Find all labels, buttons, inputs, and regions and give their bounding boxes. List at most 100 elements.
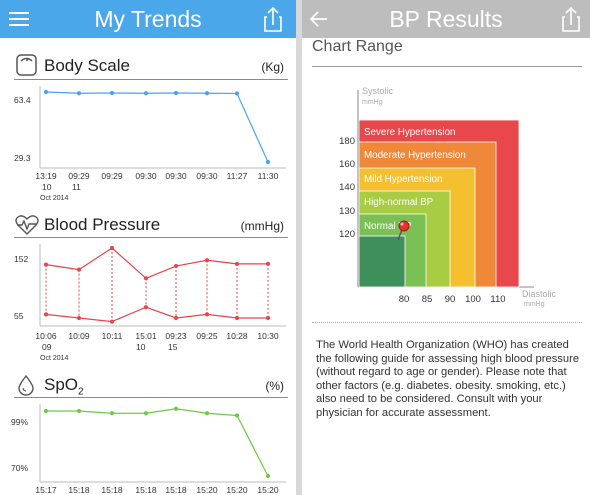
blood-pressure-point [143, 276, 149, 281]
body-scale-point [265, 159, 271, 165]
body-scale-time-label: 11:27 [227, 171, 248, 181]
blood-pressure-segment [206, 313, 238, 319]
body-scale-time-label: 09:29 [68, 171, 90, 181]
spo2-chart: 99% 70% 15:17 15:18 15:18 15:18 15:18 15:20 15… [11, 404, 286, 495]
spo2-segment [206, 412, 238, 417]
spo2-time-label: 15:20 [226, 485, 248, 495]
divider [312, 322, 582, 323]
body-scale-month-label: Oct 2014 [40, 195, 69, 202]
spo2-segment [236, 415, 269, 477]
spo2-unit: (%) [265, 379, 284, 393]
blood-pressure-point [43, 262, 49, 267]
page-title: My Trends [94, 6, 202, 32]
blood-pressure-point [265, 315, 271, 321]
spo2-point [173, 406, 179, 411]
blood-pressure-time-label: 10:06 [35, 331, 57, 341]
bp-zone-label: Severe Hypertension [364, 127, 456, 138]
divider [14, 237, 288, 238]
spo2-time-label: 15:18 [135, 485, 157, 495]
blood-pressure-point [173, 263, 179, 269]
section-title-body-scale: Body Scale [44, 56, 130, 75]
blood-pressure-point [76, 315, 82, 321]
divider [312, 66, 582, 67]
share-icon[interactable] [556, 4, 586, 34]
body-scale-chart: 63.4 29.3 13:19 09:29 09:29 09:30 09:30 09:30… [14, 86, 286, 202]
blood-pressure-time-label: 09:25 [196, 331, 218, 341]
my-trends-screen: My Trends Body Scale (Kg) 63.4 29.3 13:1… [0, 0, 296, 495]
body-scale-segment [45, 91, 80, 94]
body-scale-time-label: 09:30 [135, 171, 157, 181]
spo2-y-min-label: 70% [11, 463, 28, 473]
bp-zone-label: Moderate Hypertension [364, 150, 466, 161]
bp-range-chart: Systolic mmHg Diastolic mmHg Severe Hype… [339, 86, 556, 308]
spo2-point [109, 411, 115, 416]
body-scale-time-label: 09:30 [165, 171, 187, 181]
body-scale-point [109, 90, 115, 96]
spo2-point [204, 411, 210, 416]
my-trends-navbar: My Trends [0, 0, 296, 38]
body-scale-point [234, 91, 240, 96]
y-axis-label: Systolic [362, 86, 394, 96]
section-title-spo2: SpO2 [44, 375, 84, 397]
x-tick-label: 80 [399, 294, 410, 305]
y-tick-label: 130 [339, 206, 355, 217]
blood-pressure-unit: (mmHg) [240, 219, 284, 233]
blood-pressure-point [204, 312, 210, 317]
spo2-time-label: 15:18 [165, 485, 187, 495]
blood-pressure-time-label: 15:01 [135, 331, 157, 341]
spo2-time-label: 15:18 [101, 485, 123, 495]
y-tick-label: 120 [339, 229, 355, 240]
chart-range-heading: Chart Range [312, 38, 403, 55]
x-tick-label: 110 [490, 294, 505, 305]
menu-icon[interactable] [6, 4, 36, 34]
x-tick-label: 100 [465, 294, 481, 305]
blood-pressure-segment [78, 247, 113, 271]
bp-results-screen: BP Results Chart Range Systolic mmHg Dia… [302, 0, 590, 495]
share-icon[interactable] [258, 4, 288, 34]
blood-pressure-segment [145, 265, 177, 279]
back-arrow-icon[interactable] [304, 4, 334, 34]
blood-pressure-point [109, 245, 115, 251]
spo2-segment [175, 408, 208, 414]
y-tick-label: 140 [339, 182, 355, 193]
body-scale-day-label: 11 [72, 182, 81, 192]
blood-pressure-y-max-label: 152 [14, 254, 28, 264]
x-tick-label: 85 [422, 294, 433, 305]
x-tick-label: 90 [445, 294, 456, 305]
scale-icon [14, 53, 40, 77]
pin-head [398, 220, 410, 232]
blood-pressure-time-label: 10:11 [102, 331, 123, 341]
blood-pressure-point [265, 261, 271, 266]
body-scale-segment [236, 93, 269, 163]
body-scale-point [43, 89, 49, 95]
y-tick-label: 180 [339, 136, 355, 147]
blood-pressure-segment [78, 317, 113, 323]
spo2-segment [78, 410, 113, 414]
body-scale-point [173, 90, 179, 96]
spo2-point [234, 413, 240, 418]
spo2-time-label: 15:17 [35, 485, 57, 495]
y-axis-unit: mmHg [362, 99, 383, 106]
body-scale-time-label: 11:30 [258, 171, 279, 181]
blood-pressure-day-label: 15 [168, 342, 178, 352]
bp-zone-label: Mild Hypertension [364, 174, 442, 185]
blood-pressure-time-label: 10:30 [257, 331, 279, 341]
bp-zone [358, 235, 406, 288]
page-title: BP Results [389, 6, 503, 32]
blood-pressure-day-label: 10 [136, 342, 146, 352]
body-scale-day-label: 10 [42, 182, 52, 192]
divider [14, 397, 288, 398]
body-scale-y-max-label: 63.4 [14, 95, 31, 105]
body-scale-unit: (Kg) [261, 60, 284, 74]
bp-zone-label: Normal BP [364, 221, 412, 232]
body-scale-time-label: 13:19 [35, 171, 57, 181]
blood-pressure-month-label: Oct 2014 [40, 355, 69, 362]
spo2-point [76, 408, 82, 414]
blood-pressure-point [234, 315, 240, 321]
bp-zone-label: High-normal BP [364, 197, 434, 208]
spo2-time-label: 15:18 [68, 485, 90, 495]
body-scale-y-min-label: 29.3 [14, 153, 31, 163]
divider [14, 79, 288, 80]
blood-pressure-y-min-label: 55 [14, 311, 24, 321]
bp-results-navbar: BP Results [302, 0, 590, 38]
